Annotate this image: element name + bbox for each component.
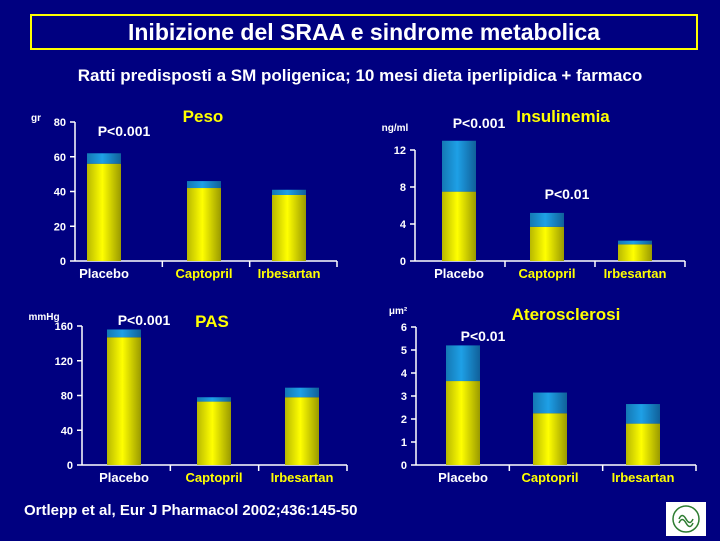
bar-top-irbesartan [272, 189, 306, 195]
y-tick-label: 120 [55, 356, 73, 368]
bar-top-captopril [533, 392, 567, 414]
bar-top-captopril [530, 212, 564, 227]
category-label: Placebo [438, 470, 488, 485]
y-tick-label: 0 [401, 460, 407, 472]
chart-title: PAS [195, 312, 229, 331]
p-value-annotation: P<0.001 [98, 123, 151, 139]
category-label: Captopril [521, 470, 578, 485]
y-tick-label: 3 [401, 391, 407, 403]
category-label: Captopril [518, 266, 575, 281]
unit-label: gr [31, 113, 41, 124]
p-value-annotation: P<0.01 [461, 328, 506, 344]
y-tick-label: 8 [400, 182, 406, 194]
slide-subtitle: Ratti predisposti a SM poligenica; 10 me… [77, 66, 643, 85]
p-value-annotation: P<0.01 [545, 186, 590, 202]
bar-base-captopril [197, 401, 231, 465]
bar-top-captopril [197, 397, 231, 402]
bar-top-irbesartan [285, 387, 319, 398]
category-label: Placebo [434, 266, 484, 281]
slide-title: Inibizione del SRAA e sindrome metabolic… [30, 14, 698, 50]
bar-base-placebo [446, 381, 480, 465]
y-tick-label: 40 [61, 425, 73, 437]
unit-label: μm² [389, 306, 408, 317]
citation: Ortlepp et al, Eur J Pharmacol 2002;436:… [24, 502, 358, 519]
university-logo [666, 502, 706, 536]
bar-base-irbesartan [618, 244, 652, 261]
bar-base-captopril [530, 226, 564, 261]
bar-base-irbesartan [626, 423, 660, 465]
p-value-annotation: P<0.001 [453, 115, 506, 131]
y-tick-label: 20 [54, 221, 66, 233]
chart-title: Peso [183, 107, 224, 126]
bar-top-captopril [187, 181, 221, 189]
y-tick-label: 0 [67, 460, 73, 472]
category-label: Placebo [79, 266, 129, 281]
bar-top-irbesartan [618, 240, 652, 245]
bar-top-placebo [446, 345, 480, 382]
y-tick-label: 0 [60, 256, 66, 268]
unit-label: ng/ml [382, 123, 409, 134]
bar-base-irbesartan [272, 194, 306, 261]
y-tick-label: 2 [401, 414, 407, 426]
y-tick-label: 60 [54, 152, 66, 164]
bar-top-placebo [87, 153, 121, 164]
bar-top-placebo [442, 140, 476, 192]
y-tick-label: 0 [400, 256, 406, 268]
y-tick-label: 1 [401, 437, 407, 449]
category-label: Placebo [99, 470, 149, 485]
category-label: Irbesartan [604, 266, 667, 281]
slide-title-text: Inibizione del SRAA e sindrome metabolic… [127, 18, 601, 45]
category-label: Captopril [185, 470, 242, 485]
y-tick-label: 160 [55, 321, 73, 333]
y-tick-label: 12 [394, 145, 406, 157]
chart-title: Insulinemia [516, 107, 610, 126]
bar-base-placebo [87, 163, 121, 261]
y-tick-label: 4 [400, 219, 407, 231]
bar-top-placebo [107, 329, 141, 338]
y-tick-label: 4 [401, 368, 408, 380]
y-tick-label: 5 [401, 345, 407, 357]
bar-base-placebo [107, 337, 141, 465]
bar-base-placebo [442, 191, 476, 261]
category-label: Irbesartan [271, 470, 334, 485]
chart-title: Aterosclerosi [512, 305, 621, 324]
p-value-annotation: P<0.001 [118, 312, 171, 328]
y-tick-label: 6 [401, 322, 407, 334]
bar-base-captopril [533, 413, 567, 465]
bar-base-irbesartan [285, 397, 319, 465]
category-label: Irbesartan [612, 470, 675, 485]
category-label: Irbesartan [258, 266, 321, 281]
y-tick-label: 80 [61, 391, 73, 403]
y-tick-label: 40 [54, 187, 66, 199]
unit-label: mmHg [28, 312, 59, 323]
category-label: Captopril [175, 266, 232, 281]
y-tick-label: 80 [54, 117, 66, 129]
bar-top-irbesartan [626, 404, 660, 424]
bar-base-captopril [187, 188, 221, 261]
